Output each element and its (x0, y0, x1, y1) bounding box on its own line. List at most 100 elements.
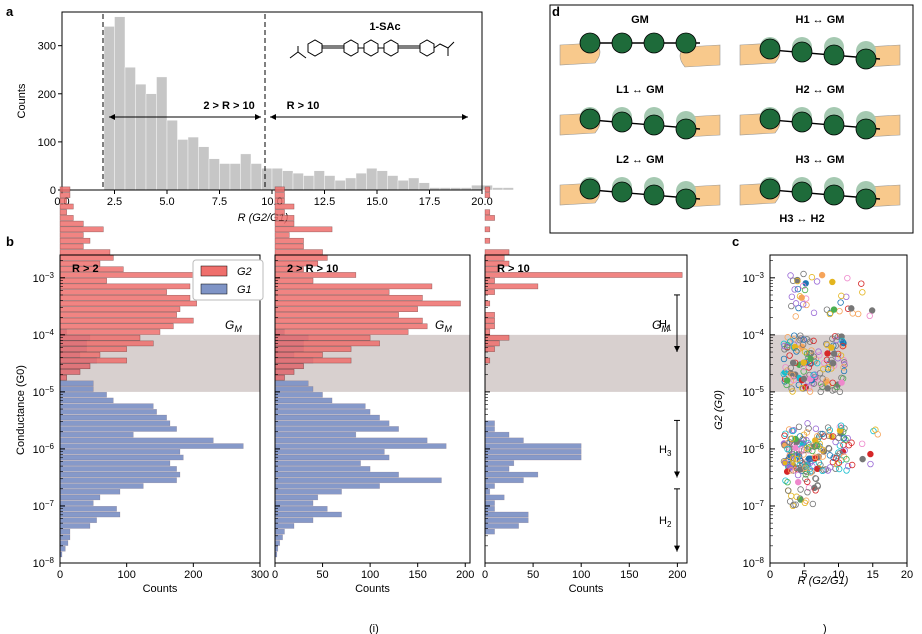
histogram-bar-g2 (484, 357, 491, 364)
x-tick-label-a: 7.5 (212, 196, 227, 208)
scatter-point (815, 348, 822, 355)
scatter-point (829, 335, 836, 342)
y-tick-label-a: 300 (38, 41, 56, 53)
diagram-label: H3 ↔ GM (796, 154, 845, 166)
scatter-point (799, 282, 807, 290)
histogram-bar-g1 (274, 426, 399, 432)
histogram-bar-g2 (59, 334, 141, 341)
histogram-bar-g2 (274, 277, 314, 284)
region-bracket-head (674, 471, 680, 478)
histogram-bar-g2 (274, 237, 304, 244)
scatter-point (868, 307, 876, 314)
scatter-point (803, 444, 811, 452)
scatter-point (810, 337, 817, 345)
histogram-bar-g2 (59, 289, 167, 295)
y-tick-label-c: 10−6 (743, 442, 765, 456)
scatter-point (817, 380, 824, 388)
scatter-point (815, 454, 822, 461)
scatter-point (784, 478, 791, 486)
scatter-point (874, 431, 881, 438)
x-tick-label-b: 0 (57, 569, 63, 581)
molecule-ring (759, 178, 781, 200)
y-tick-label-b-base: 10 (33, 501, 45, 513)
scatter-point (813, 442, 821, 449)
histogram-bar-g1 (59, 414, 167, 421)
scatter-point (839, 342, 846, 350)
scatter-point (806, 465, 813, 473)
scatter-point (841, 447, 848, 454)
scatter-point (836, 450, 843, 457)
scatter-point (848, 305, 855, 312)
scatter-point (804, 420, 811, 427)
histogram-bar-g2 (59, 357, 127, 364)
gm-label-main: G (225, 318, 234, 332)
scatter-point (843, 467, 850, 474)
scatter-point (795, 381, 803, 389)
scatter-point (790, 501, 797, 508)
scatter-point (830, 306, 838, 313)
scatter-point (819, 453, 826, 460)
scatter-point (870, 427, 877, 435)
histogram-bar-a (103, 26, 115, 191)
histogram-bar-g1 (59, 483, 144, 489)
histogram-bar-g2 (274, 306, 418, 312)
scatter-point (826, 452, 834, 459)
scatter-point (803, 429, 811, 436)
scatter-point (797, 335, 805, 342)
histogram-bar-g1 (274, 403, 366, 409)
histogram-bar-g1 (59, 545, 66, 552)
histogram-bar-g1 (274, 523, 295, 529)
histogram-bar-g2 (59, 363, 91, 370)
legend-b1: G2 G1 (192, 259, 264, 301)
scatter-point (789, 388, 796, 395)
histogram-bar-a (334, 180, 346, 191)
histogram-bar-g2 (484, 192, 491, 198)
scatter-point (819, 430, 826, 438)
histogram-bar-g1 (274, 494, 319, 501)
scatter-point (859, 289, 866, 296)
histogram-bar-a (355, 172, 367, 191)
histogram-bar-g2 (274, 346, 352, 352)
histogram-bar-g1 (484, 454, 582, 461)
scatter-point (835, 459, 843, 466)
molecule-ring (611, 181, 633, 203)
histogram-bar-g2 (274, 198, 285, 204)
y-tick-label-b: 10−5 (33, 385, 55, 399)
scatter-point (793, 493, 800, 500)
x-tick-label-c: 10 (832, 569, 844, 581)
histogram-bar-g1 (59, 454, 184, 461)
histogram-bar-g1 (484, 443, 582, 449)
gm-label: GM (652, 318, 669, 334)
scatter-point (809, 500, 817, 508)
x-tick-label-a: 17.5 (419, 196, 440, 208)
histogram-bar-g1 (59, 391, 107, 398)
histogram-bar-a (145, 93, 157, 191)
molecule-ring (855, 48, 877, 70)
molecule-ring (643, 32, 665, 54)
histogram-bar-g2 (59, 306, 181, 312)
histogram-bar-g1 (59, 528, 71, 535)
gm-label: GM (435, 318, 452, 334)
histogram-bar-g2 (274, 289, 390, 295)
histogram-panel-b2: 2 > R > 10 GM 0 50 100 150 200 Counts (272, 186, 474, 595)
scatter-point (782, 477, 789, 484)
histogram-panel-a: a 0.02.55.07.510.012.515.017.520.0010020… (6, 4, 514, 224)
histogram-bar-g1 (274, 528, 285, 535)
histogram-bar-a (292, 172, 304, 191)
histogram-bar-g1 (484, 466, 510, 472)
histogram-bar-g2 (484, 209, 491, 216)
scatter-point (824, 385, 831, 392)
histogram-bar-a (177, 139, 189, 191)
histogram-bar-g2 (484, 300, 491, 307)
panel-title-b: R > 10 (497, 263, 530, 275)
scatter-point (812, 425, 820, 432)
histogram-bar-g2 (484, 249, 510, 255)
range-label-right: R > 10 (287, 100, 320, 112)
histogram-bar-g1 (59, 409, 157, 415)
scatter-point (842, 436, 849, 443)
scatter-point (781, 432, 788, 439)
legend-label-g1: G1 (237, 284, 252, 296)
histogram-bar-g2 (484, 186, 491, 193)
